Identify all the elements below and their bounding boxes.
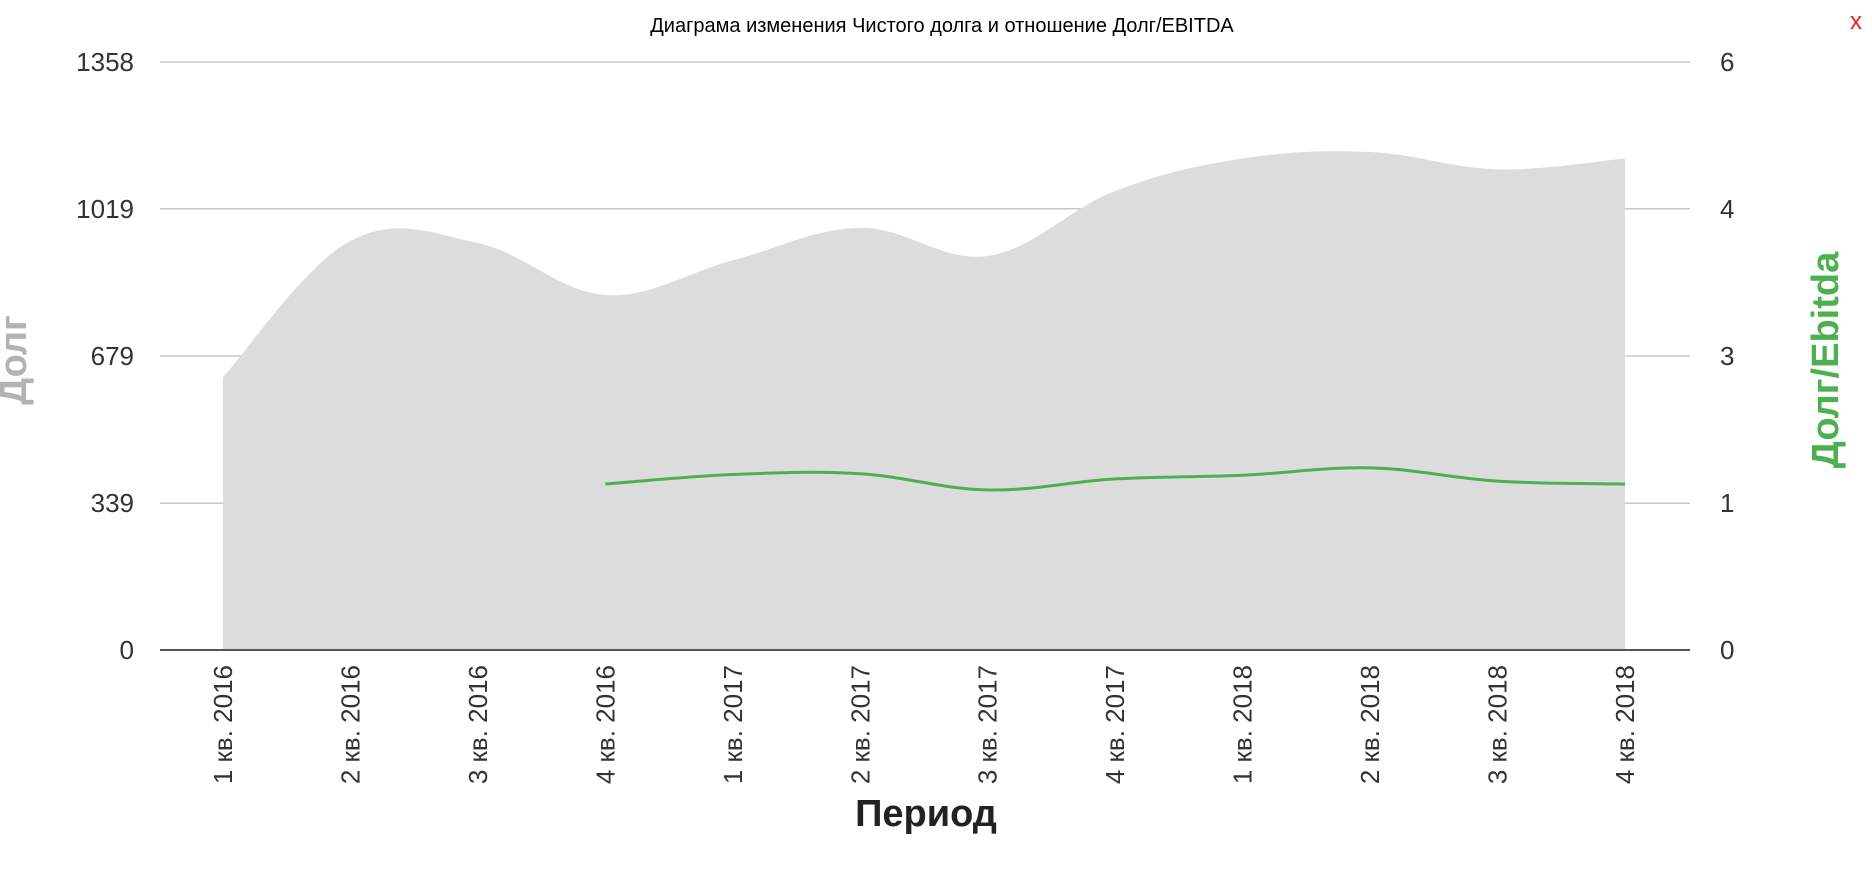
right-tick-label: 3 bbox=[1720, 341, 1734, 371]
left-axis-label: Долг bbox=[0, 315, 35, 405]
left-tick-label: 679 bbox=[91, 341, 134, 371]
chart-title: Диаграма изменения Чистого долга и отнош… bbox=[650, 15, 1234, 37]
right-tick-label: 0 bbox=[1720, 635, 1734, 665]
x-tick-label: 2 кв. 2017 bbox=[845, 665, 875, 784]
x-tick-label: 4 кв. 2016 bbox=[590, 665, 620, 784]
x-tick-label: 2 кв. 2016 bbox=[335, 665, 365, 784]
x-tick-label: 4 кв. 2017 bbox=[1100, 665, 1130, 784]
left-tick-label: 0 bbox=[120, 635, 134, 665]
x-tick-label: 2 кв. 2018 bbox=[1355, 665, 1385, 784]
x-axis-label: Период bbox=[855, 793, 997, 835]
debt-ebitda-line bbox=[605, 466, 1626, 492]
left-tick-label: 1358 bbox=[76, 47, 134, 77]
close-button[interactable]: x bbox=[1850, 8, 1862, 35]
x-axis-ticks: 1 кв. 2016 2 кв. 2016 3 кв. 2016 4 кв. 2016… bbox=[208, 665, 1640, 784]
x-tick-label: 1 кв. 2017 bbox=[718, 665, 748, 784]
left-axis-ticks: 0 339 679 1019 1358 bbox=[76, 47, 134, 665]
right-tick-label: 4 bbox=[1720, 194, 1734, 224]
right-tick-label: 6 bbox=[1720, 47, 1734, 77]
x-tick-label: 1 кв. 2018 bbox=[1228, 665, 1258, 784]
x-tick-label: 3 кв. 2016 bbox=[463, 665, 493, 784]
net-debt-area bbox=[223, 151, 1625, 650]
x-tick-label: 3 кв. 2017 bbox=[973, 665, 1003, 784]
x-tick-label: 3 кв. 2018 bbox=[1483, 665, 1513, 784]
right-tick-label: 1 bbox=[1720, 488, 1734, 518]
left-tick-label: 339 bbox=[91, 488, 134, 518]
x-tick-label: 4 кв. 2018 bbox=[1610, 665, 1640, 784]
right-axis-ticks: 0 1 3 4 6 bbox=[1720, 47, 1734, 665]
left-tick-label: 1019 bbox=[76, 194, 134, 224]
x-tick-label: 1 кв. 2016 bbox=[208, 665, 238, 784]
right-axis-label: Долг/Ebitda bbox=[1805, 251, 1847, 468]
